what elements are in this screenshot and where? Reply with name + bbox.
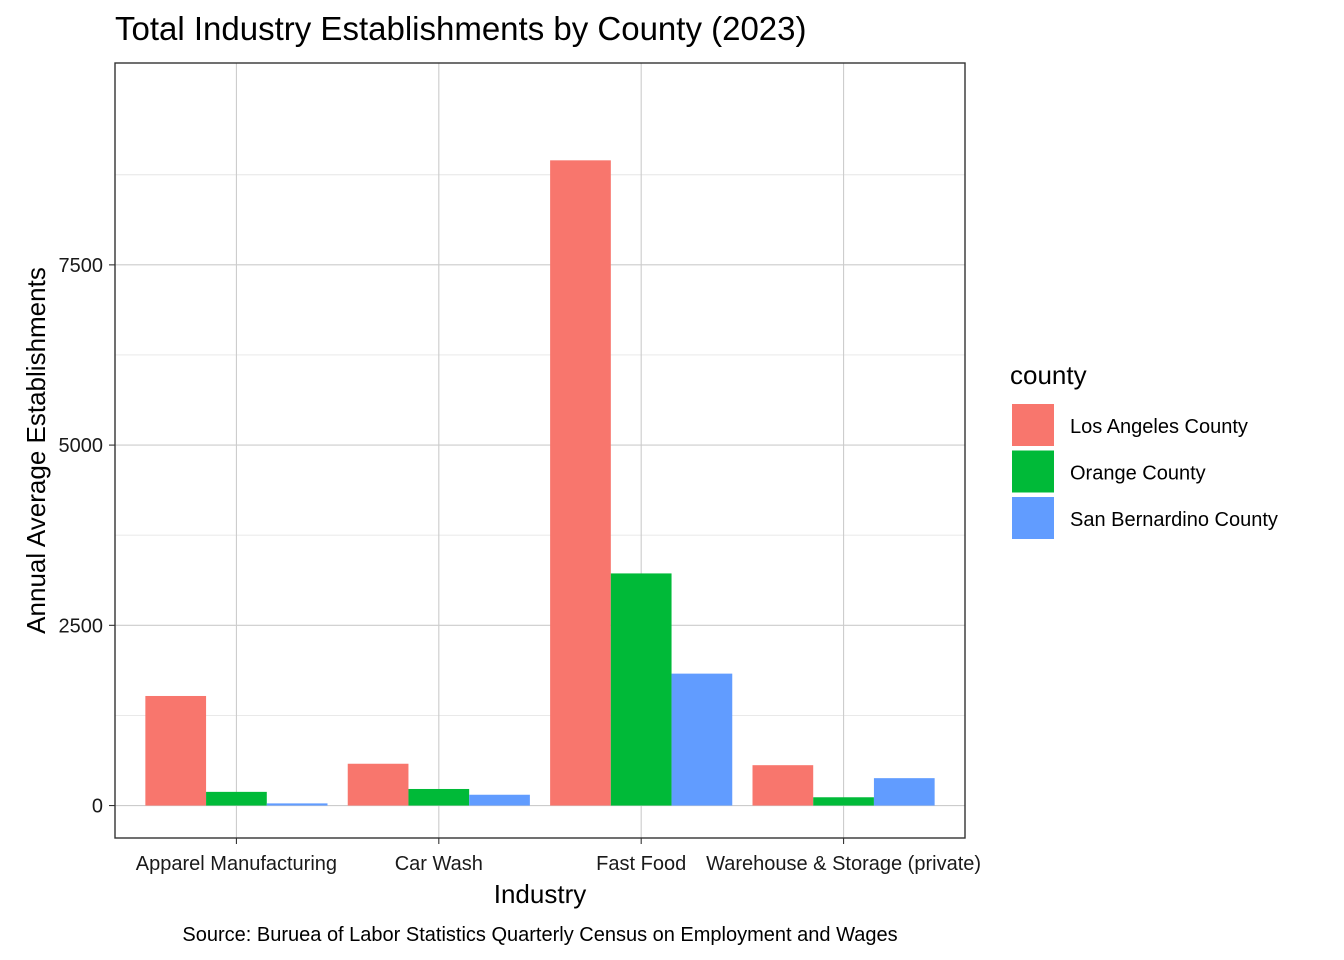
chart-caption: Source: Buruea of Labor Statistics Quart… <box>182 924 897 946</box>
bar <box>206 791 267 806</box>
y-axis-title: Annual Average Establishments <box>21 267 51 634</box>
y-tick-label: 0 <box>92 796 103 818</box>
legend-key <box>1012 450 1054 493</box>
x-tick-label: Fast Food <box>596 853 686 875</box>
legend-label: Orange County <box>1070 463 1206 485</box>
chart-title: Total Industry Establishments by County … <box>115 10 807 47</box>
y-tick-label: 7500 <box>59 255 104 277</box>
plot-panel-border <box>114 62 966 839</box>
bar <box>813 797 874 806</box>
plot-grid <box>115 63 965 838</box>
legend: county Los Angeles County Orange County Sa… <box>1010 360 1278 539</box>
legend-label: San Bernardino County <box>1070 509 1278 531</box>
bar <box>873 778 935 806</box>
bar <box>469 794 530 806</box>
x-tick-label: Warehouse & Storage (private) <box>706 853 981 875</box>
y-tick-label: 5000 <box>59 435 104 457</box>
bar <box>550 160 611 806</box>
bar <box>671 673 733 806</box>
bar <box>266 803 328 806</box>
x-tick-label: Car Wash <box>395 853 483 875</box>
legend-key <box>1012 497 1054 539</box>
y-axis-ticks: 0 2500 5000 7500 <box>59 255 115 818</box>
legend-label: Los Angeles County <box>1070 416 1248 438</box>
x-axis-title: Industry <box>494 879 587 909</box>
bar <box>347 763 409 806</box>
x-tick-label: Apparel Manufacturing <box>136 853 337 875</box>
plot-bars <box>145 160 935 806</box>
legend-key <box>1012 404 1054 446</box>
x-axis-ticks: Apparel Manufacturing Car Wash Fast Food Wa… <box>136 838 981 875</box>
legend-title: county <box>1010 360 1087 390</box>
y-tick-label: 2500 <box>59 615 104 637</box>
bar <box>610 573 672 806</box>
bar <box>752 765 814 806</box>
bar <box>408 788 470 806</box>
bar <box>145 695 207 806</box>
